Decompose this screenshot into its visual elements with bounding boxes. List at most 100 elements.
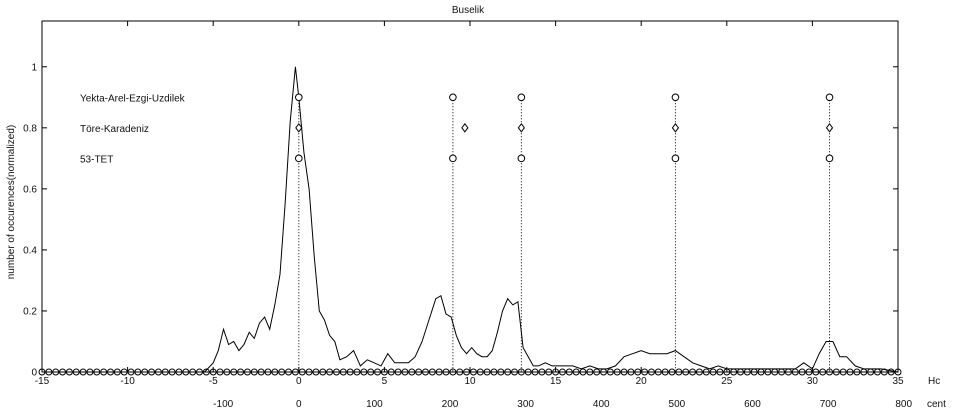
baseline-marker <box>654 368 662 376</box>
baseline-marker <box>421 368 429 376</box>
baseline-marker <box>832 368 840 376</box>
baseline-marker <box>853 368 861 376</box>
baseline-marker <box>456 368 464 376</box>
baseline-marker <box>860 368 868 376</box>
baseline-marker <box>189 368 197 376</box>
baseline-marker <box>346 368 354 376</box>
baseline-marker <box>873 368 881 376</box>
tuning-marker-diamond <box>295 122 303 133</box>
baseline-marker <box>230 368 238 376</box>
baseline-marker <box>374 368 382 376</box>
baseline-marker <box>565 368 573 376</box>
y-tick-label: 0.6 <box>23 184 37 195</box>
baseline-marker <box>826 368 834 376</box>
tuning-marker-diamond <box>461 122 469 133</box>
baseline-marker <box>743 368 751 376</box>
cent-tick-label: 600 <box>744 399 761 410</box>
baseline-marker <box>867 368 875 376</box>
baseline-marker <box>736 368 744 376</box>
tuning-marker-circle <box>671 154 680 163</box>
baseline-marker <box>278 368 286 376</box>
baseline-marker <box>819 368 827 376</box>
chart-title: Buselik <box>452 5 485 16</box>
baseline-marker <box>511 368 519 376</box>
baseline-marker <box>791 368 799 376</box>
baseline-marker <box>880 368 888 376</box>
tuning-marker-circle <box>295 93 303 102</box>
y-tick-label: 0 <box>31 368 37 379</box>
baseline-marker <box>613 368 621 376</box>
cent-tick-label: 200 <box>442 399 459 410</box>
baseline-marker <box>661 368 669 376</box>
y-tick-label: 0.2 <box>23 306 37 317</box>
baseline-marker <box>353 368 361 376</box>
cent-tick-label: -100 <box>213 399 233 410</box>
baseline-marker <box>839 368 847 376</box>
y-tick-label: 1 <box>31 62 37 73</box>
baseline-marker <box>846 368 854 376</box>
baseline-marker <box>435 368 443 376</box>
baseline-marker <box>161 368 169 376</box>
baseline-marker <box>264 368 272 376</box>
baseline-marker <box>771 368 779 376</box>
baseline-marker <box>168 368 176 376</box>
baseline-marker <box>558 368 566 376</box>
baseline-marker <box>798 368 806 376</box>
baseline-marker <box>401 368 409 376</box>
baseline-marker <box>79 368 87 376</box>
baseline-marker <box>394 368 402 376</box>
baseline-marker <box>449 368 457 376</box>
baseline-marker <box>243 368 251 376</box>
baseline-marker <box>312 368 320 376</box>
tuning-marker-circle <box>825 154 834 163</box>
baseline-marker <box>805 368 813 376</box>
baseline-marker <box>812 368 820 376</box>
baseline-marker <box>600 368 608 376</box>
cent-tick-label: 400 <box>593 399 610 410</box>
baseline-marker <box>38 368 46 376</box>
baseline-marker <box>682 368 690 376</box>
baseline-marker <box>778 368 786 376</box>
baseline-marker <box>59 368 67 376</box>
histogram-line <box>42 66 899 373</box>
baseline-marker <box>257 368 265 376</box>
baseline-marker <box>723 368 731 376</box>
baseline-marker <box>531 368 539 376</box>
baseline-marker <box>387 368 395 376</box>
tuning-marker-circle <box>517 154 526 163</box>
baseline-marker <box>469 368 477 376</box>
hc-tick-label: 20 <box>636 376 648 387</box>
cent-tick-label: 100 <box>366 399 383 410</box>
baseline-marker <box>545 368 553 376</box>
baseline-marker <box>305 368 313 376</box>
baseline-marker <box>127 368 135 376</box>
baseline-marker <box>408 368 416 376</box>
cent-tick-label: 500 <box>669 399 686 410</box>
baseline-marker <box>695 368 703 376</box>
y-axis-label: number of occurences(normalized) <box>6 125 17 280</box>
baseline-marker <box>216 368 224 376</box>
baseline-marker <box>93 368 101 376</box>
baseline-marker <box>668 368 676 376</box>
y-tick-label: 0.8 <box>23 123 37 134</box>
baseline-marker <box>702 368 710 376</box>
baseline-marker <box>65 368 73 376</box>
baseline-marker <box>209 368 217 376</box>
baseline-marker <box>148 368 156 376</box>
baseline-marker <box>483 368 491 376</box>
cent-tick-label: 800 <box>895 399 912 410</box>
baseline-marker <box>627 368 635 376</box>
tuning-marker-circle <box>517 93 526 102</box>
cent-tick-label: 700 <box>820 399 837 410</box>
baseline-marker <box>497 368 505 376</box>
tuning-marker-circle <box>295 154 303 163</box>
baseline-marker <box>72 368 80 376</box>
hc-tick-label: 0 <box>296 376 302 387</box>
baseline-marker <box>332 368 340 376</box>
baseline-marker <box>428 368 436 376</box>
baseline-marker <box>52 368 60 376</box>
baseline-marker <box>202 368 210 376</box>
baseline-marker <box>380 368 388 376</box>
tuning-marker-diamond <box>671 122 680 133</box>
y-tick-label: 0.4 <box>23 245 37 256</box>
